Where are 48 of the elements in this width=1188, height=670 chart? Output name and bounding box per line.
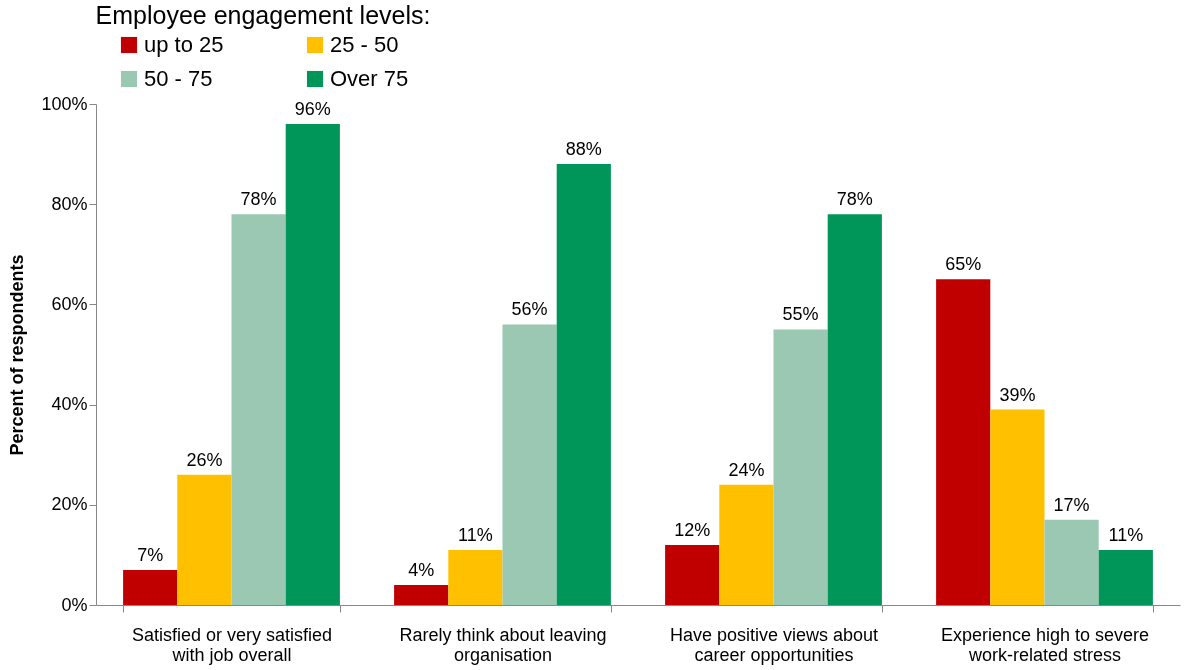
data-label: 78% xyxy=(240,189,277,210)
data-label: 17% xyxy=(1053,494,1090,515)
x-tick-label: Experience high to severe work-related stress xyxy=(940,624,1150,665)
data-label: 39% xyxy=(999,384,1036,405)
data-label: 7% xyxy=(137,544,164,565)
y-tick-label: 40% xyxy=(51,394,88,415)
bar xyxy=(502,324,557,605)
bar xyxy=(556,164,611,605)
legend-label: 50 - 75 xyxy=(144,66,213,91)
data-label: 65% xyxy=(945,254,982,275)
bar xyxy=(936,279,991,605)
data-label: 78% xyxy=(836,189,873,210)
data-label: 96% xyxy=(294,99,331,120)
y-tick-label: 20% xyxy=(51,494,88,515)
y-tick-label: 80% xyxy=(51,193,88,214)
bar xyxy=(773,329,828,605)
y-tick-label: 0% xyxy=(61,594,88,615)
bar xyxy=(719,484,774,605)
x-tick-label: Rarely think about leaving organisation xyxy=(399,624,607,665)
y-axis-title: Percent of respondents xyxy=(7,254,28,456)
bar xyxy=(827,214,882,605)
bar xyxy=(285,124,340,605)
data-label: 24% xyxy=(728,459,765,480)
data-label: 11% xyxy=(458,524,493,545)
bar xyxy=(1044,519,1099,605)
y-tick-label: 100% xyxy=(41,93,88,114)
legend-label: up to 25 xyxy=(144,32,224,57)
bar xyxy=(394,584,449,605)
bar xyxy=(123,569,178,605)
bar xyxy=(177,474,232,605)
x-tick-label: Have positive views about career opportunities xyxy=(669,624,879,665)
data-label: 26% xyxy=(186,449,223,470)
legend-label: 25 - 50 xyxy=(330,32,399,57)
bar xyxy=(448,549,503,605)
bar xyxy=(665,544,720,605)
legend-label: Over 75 xyxy=(330,66,409,91)
bar xyxy=(231,214,286,605)
data-label: 88% xyxy=(565,139,602,160)
legend-title: Employee engagement levels: xyxy=(95,1,431,29)
x-tick-label: Satisfied or very satisfied with job overall xyxy=(131,624,333,665)
bar xyxy=(1098,549,1153,605)
bar xyxy=(990,409,1045,605)
data-label: 56% xyxy=(511,299,548,320)
data-label: 55% xyxy=(782,304,819,325)
data-label: 12% xyxy=(674,519,711,540)
data-label: 4% xyxy=(408,559,435,580)
y-tick-label: 60% xyxy=(51,293,88,314)
data-label: 11% xyxy=(1108,524,1144,545)
